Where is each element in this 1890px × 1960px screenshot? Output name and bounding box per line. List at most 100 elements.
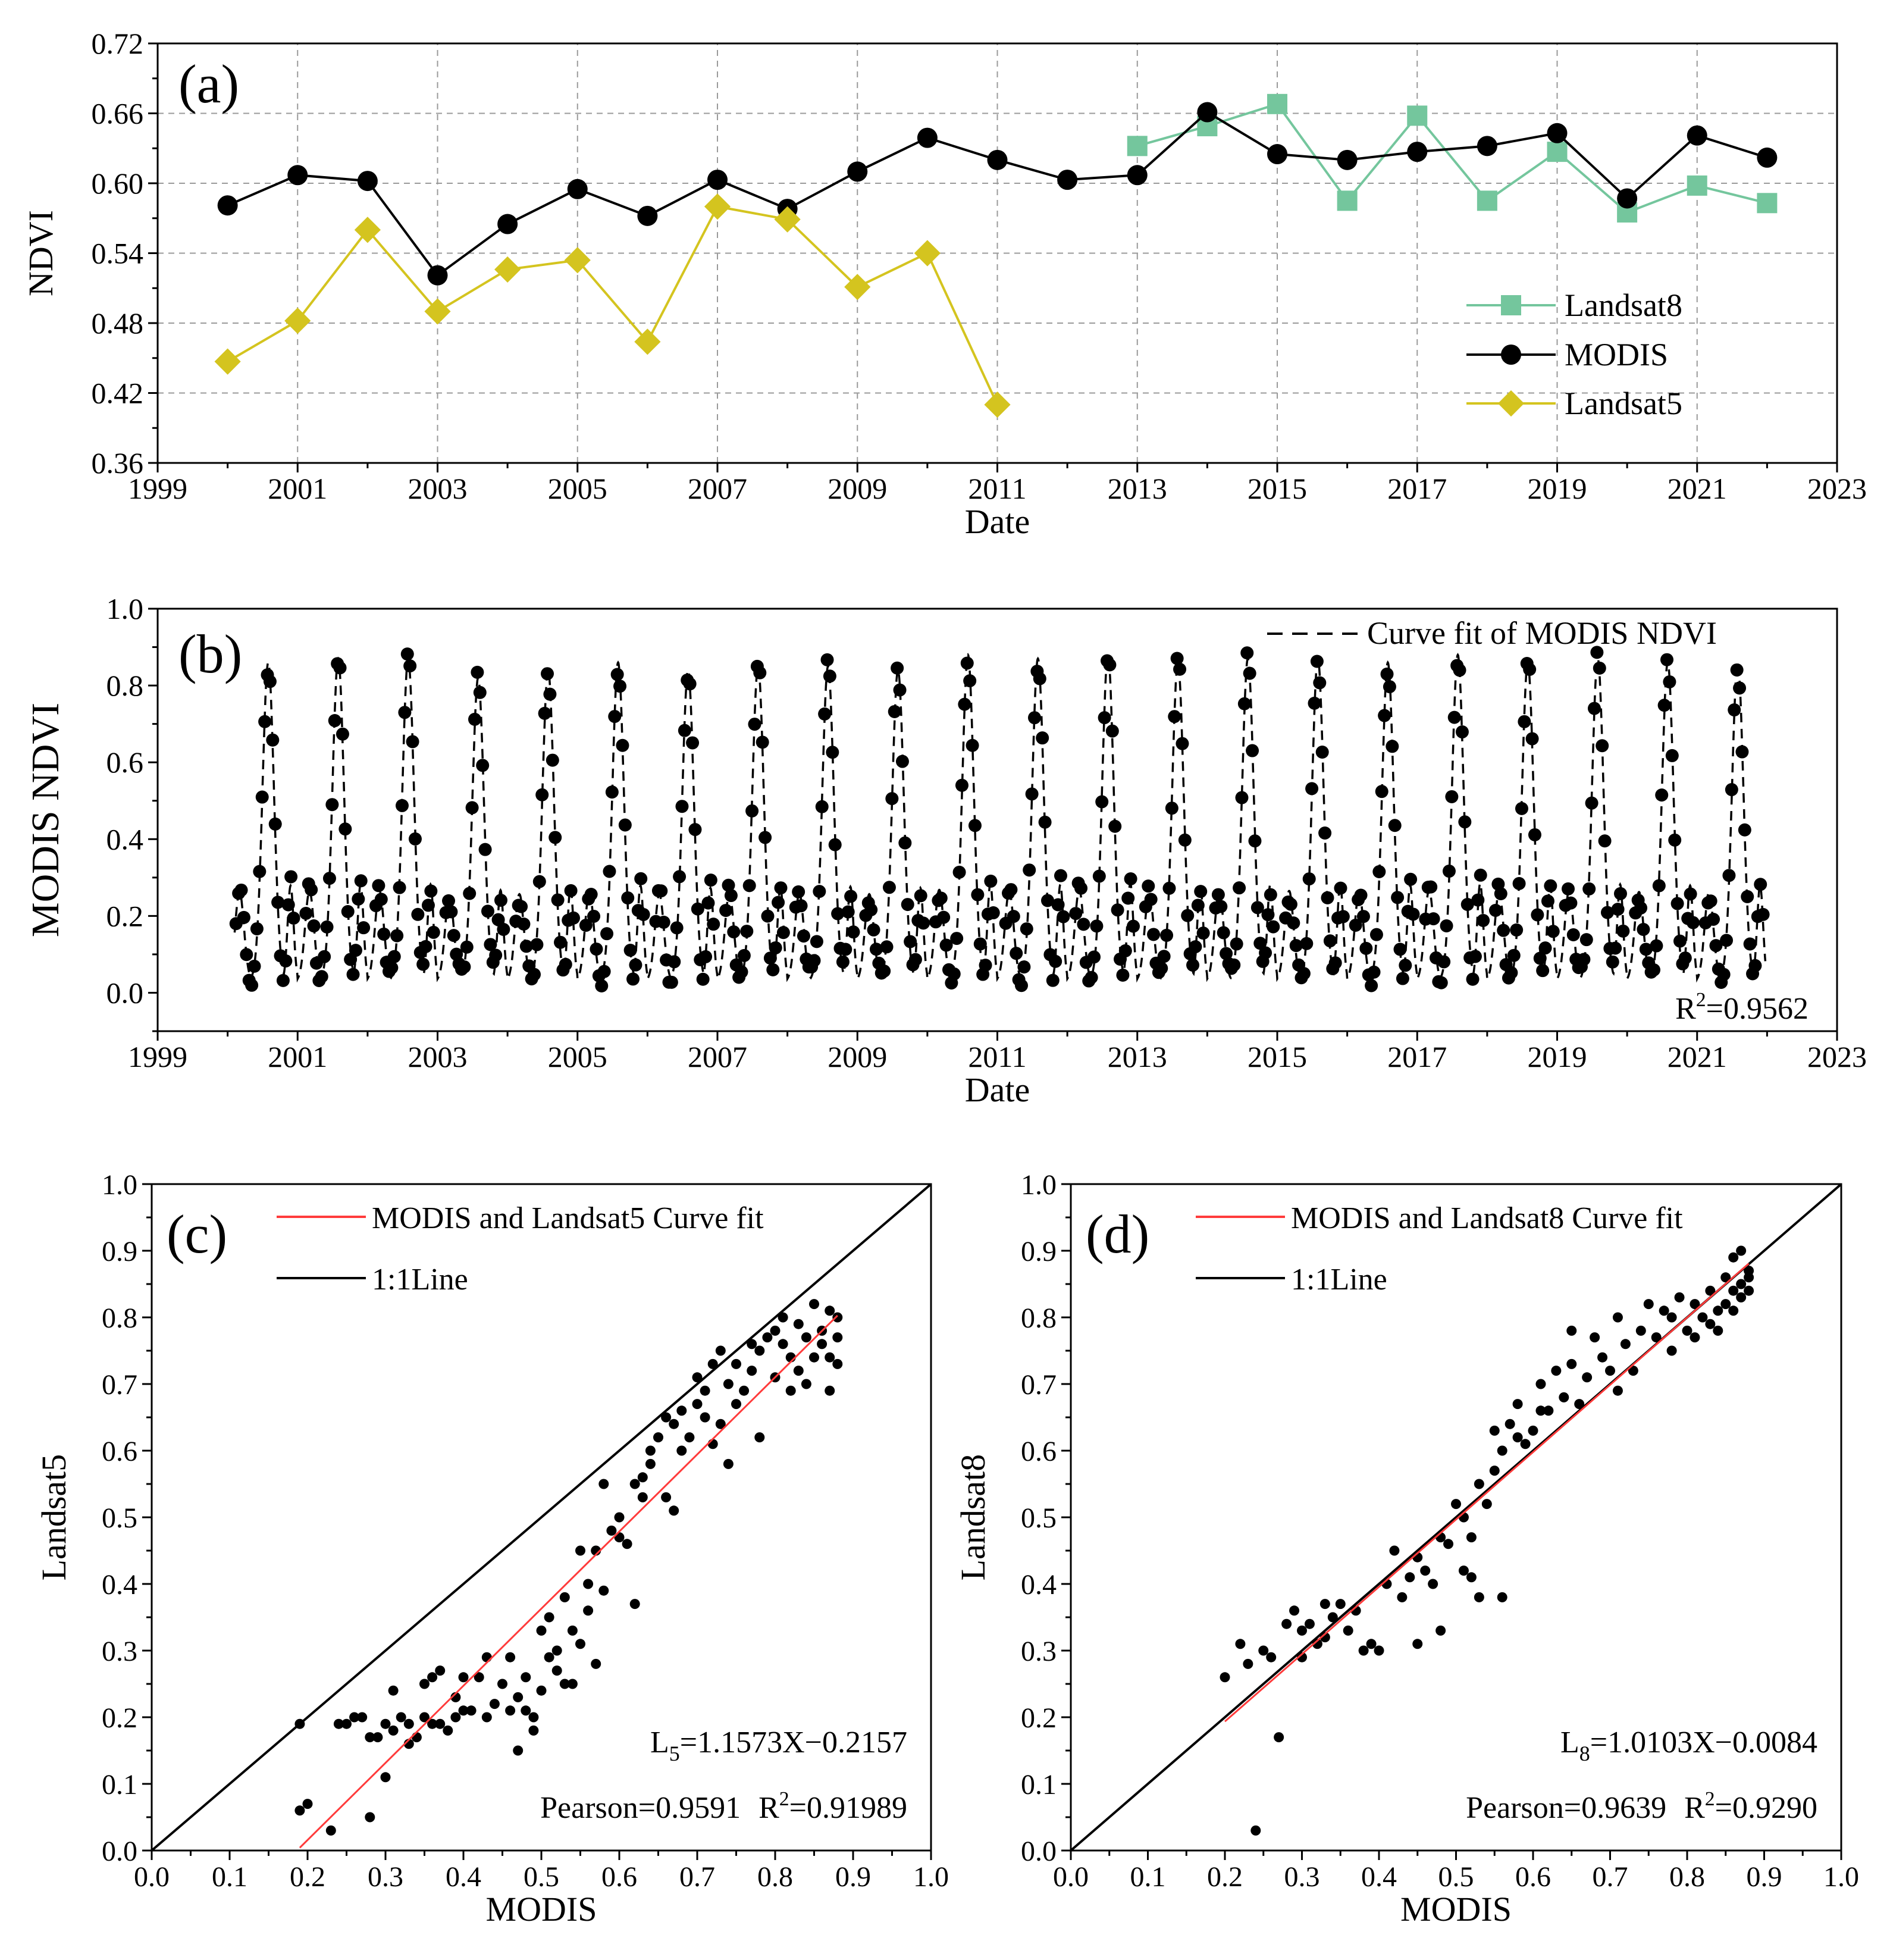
data-point-modis-ndvi — [797, 929, 810, 943]
x-tick-label: 2003 — [408, 1040, 468, 1073]
data-point-modis-ndvi — [1720, 934, 1734, 947]
data-point — [357, 1712, 368, 1723]
data-point-modis-ndvi — [1453, 663, 1466, 677]
pearson-annotation: Pearson=0.9591 — [540, 1791, 741, 1825]
data-point-modis-ndvi — [1051, 898, 1065, 912]
data-point — [1289, 1605, 1300, 1616]
data-point — [458, 1672, 469, 1683]
data-point-modis-ndvi — [1544, 879, 1557, 893]
data-point-modis-ndvi — [893, 683, 907, 697]
data-point — [832, 1312, 843, 1323]
data-point — [622, 1539, 632, 1549]
data-point-modis-ndvi — [1655, 788, 1669, 802]
data-point-modis-ndvi — [1488, 904, 1502, 918]
data-point — [396, 1712, 406, 1723]
data-point-modis-ndvi — [1155, 962, 1168, 975]
data-point — [513, 1692, 524, 1702]
data-point-modis-ndvi — [1471, 893, 1485, 907]
data-point-modis-ndvi — [1040, 894, 1054, 907]
data-point-modis-ndvi — [374, 893, 388, 906]
panel-label: (b) — [178, 624, 242, 684]
data-point-modis-ndvi — [836, 955, 850, 969]
data-point-modis-ndvi — [908, 953, 922, 966]
data-point — [575, 1545, 585, 1556]
data-point-landsat5 — [984, 391, 1011, 418]
data-point — [1466, 1572, 1477, 1583]
data-point-modis-ndvi — [1447, 710, 1461, 724]
data-point-modis-ndvi — [1147, 928, 1161, 941]
data-point-modis-ndvi — [1652, 879, 1666, 893]
data-point — [1505, 1419, 1515, 1429]
x-tick-label: 0.0 — [134, 1861, 170, 1893]
x-tick-label: 1.0 — [1823, 1861, 1859, 1893]
data-point-modis-ndvi — [758, 831, 772, 844]
data-point-modis-ndvi — [1105, 724, 1119, 738]
data-point-modis-ndvi — [657, 915, 670, 929]
data-point — [583, 1605, 594, 1616]
equation-subscript: 8 — [1579, 1742, 1590, 1765]
data-point — [762, 1332, 773, 1343]
data-point — [474, 1672, 484, 1683]
data-point — [294, 1805, 305, 1816]
data-point-modis-ndvi — [1334, 881, 1347, 895]
data-point — [661, 1492, 672, 1502]
data-point-modis-ndvi — [1049, 954, 1062, 968]
data-point — [388, 1725, 399, 1736]
data-point-modis-ndvi — [1214, 900, 1228, 913]
data-point-modis-ndvi — [810, 935, 823, 948]
data-point — [1590, 1332, 1600, 1343]
data-point — [349, 1712, 360, 1723]
x-tick-label: 0.1 — [212, 1861, 247, 1893]
data-point-modis-ndvi — [761, 909, 775, 923]
data-point-modis-ndvi — [1442, 865, 1456, 878]
data-point-modis-ndvi — [1639, 943, 1653, 956]
data-point-modis-ndvi — [1684, 887, 1697, 901]
data-point — [1512, 1399, 1523, 1410]
data-point-modis-ndvi — [675, 800, 689, 813]
legend-label-fit: MODIS and Landsat8 Curve fit — [1291, 1201, 1683, 1235]
data-point-modis-ndvi — [1173, 662, 1187, 676]
data-point-modis-ndvi — [691, 902, 704, 916]
data-point-modis-ndvi — [1237, 697, 1251, 710]
data-point — [770, 1325, 781, 1336]
data-point-modis-ndvi — [1634, 901, 1648, 915]
data-point-modis-ndvi — [590, 943, 603, 956]
data-point — [403, 1718, 414, 1729]
data-point — [1451, 1499, 1461, 1510]
data-point-modis-ndvi — [807, 954, 821, 968]
x-tick-label: 0.6 — [1515, 1861, 1551, 1893]
legend-label: Landsat5 — [1565, 386, 1682, 421]
data-point-modis-ndvi — [844, 890, 858, 903]
data-point — [575, 1639, 585, 1649]
data-point — [1566, 1325, 1577, 1336]
data-point-modis-ndvi — [1165, 801, 1178, 815]
data-point — [1628, 1366, 1638, 1376]
data-point-modis-ndvi — [1027, 711, 1041, 725]
data-point-modis — [1337, 149, 1358, 170]
data-point-modis-ndvi — [1259, 946, 1272, 960]
data-point-modis-ndvi — [1189, 940, 1202, 954]
data-point-landsat8 — [1127, 136, 1148, 156]
data-point-modis-ndvi — [1665, 749, 1679, 762]
x-tick-label: 0.8 — [757, 1861, 793, 1893]
data-point-modis — [1197, 102, 1218, 123]
data-point-modis-ndvi — [1227, 958, 1241, 972]
y-tick-label: 0.1 — [1021, 1769, 1057, 1801]
data-point — [528, 1725, 539, 1736]
data-point-modis-ndvi — [979, 959, 992, 972]
data-point — [723, 1458, 734, 1469]
data-point — [365, 1812, 375, 1823]
data-point — [825, 1385, 835, 1396]
x-tick-label: 2007 — [688, 472, 747, 505]
data-point — [637, 1492, 648, 1502]
data-point-modis-ndvi — [318, 950, 331, 963]
data-point-modis-ndvi — [1670, 897, 1684, 910]
data-point-modis-ndvi — [901, 898, 914, 912]
data-point-modis-ndvi — [815, 800, 829, 813]
data-point-landsat5 — [774, 206, 801, 233]
data-point-landsat5 — [564, 247, 591, 274]
data-point-modis-ndvi — [1191, 898, 1205, 912]
data-point-modis-ndvi — [1023, 863, 1036, 877]
data-point-modis-ndvi — [1261, 908, 1275, 922]
data-point — [1474, 1592, 1484, 1602]
